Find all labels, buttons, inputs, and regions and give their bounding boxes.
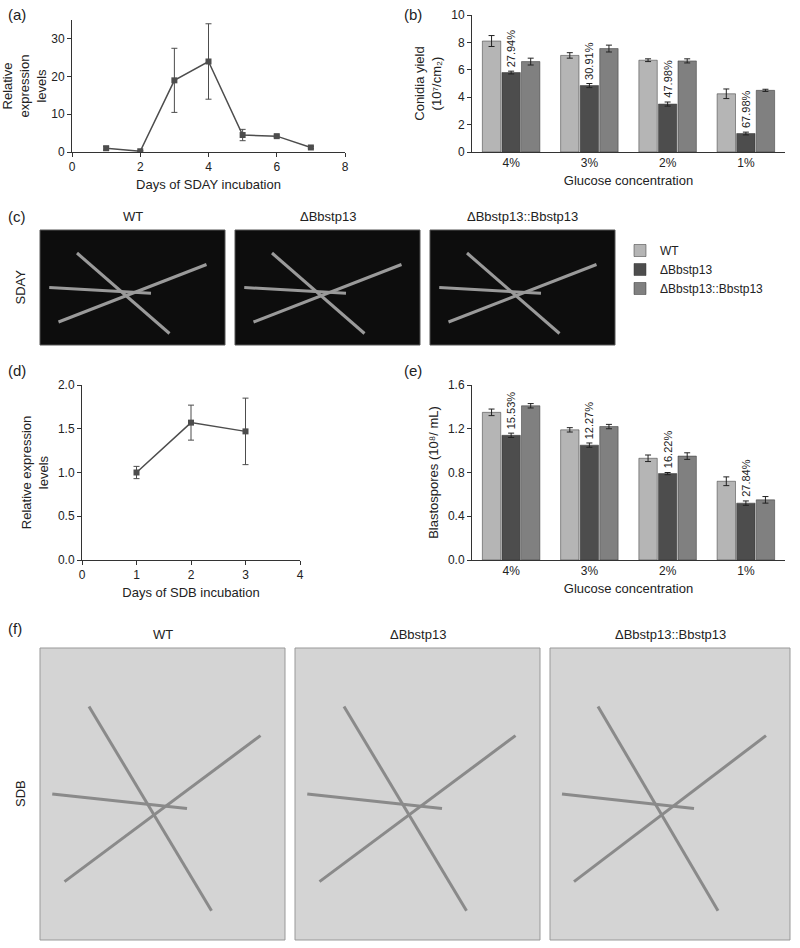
svg-text:3%: 3% — [581, 564, 599, 578]
svg-text:SDAY: SDAY — [13, 270, 28, 305]
svg-text:1%: 1% — [737, 564, 755, 578]
svg-text:ΔBbstp13: ΔBbstp13 — [660, 263, 712, 277]
svg-text:4: 4 — [205, 160, 212, 174]
svg-text:(b): (b) — [404, 6, 422, 23]
svg-text:20: 20 — [51, 70, 65, 84]
svg-text:Conidia yield(10⁷/cm₂): Conidia yield(10⁷/cm₂) — [412, 46, 444, 120]
svg-text:WT: WT — [153, 627, 173, 642]
svg-text:1%: 1% — [737, 156, 755, 170]
svg-text:(c): (c) — [8, 208, 26, 225]
svg-text:1.2: 1.2 — [448, 422, 465, 436]
svg-text:16.22%: 16.22% — [662, 431, 674, 469]
svg-text:0: 0 — [458, 145, 465, 159]
svg-text:ΔBbstp13: ΔBbstp13 — [390, 627, 446, 642]
svg-text:WT: WT — [660, 244, 679, 258]
svg-text:4%: 4% — [502, 564, 520, 578]
svg-text:8: 8 — [342, 160, 349, 174]
svg-text:2: 2 — [458, 118, 465, 132]
svg-text:0: 0 — [79, 568, 86, 582]
svg-text:ΔBbstp13::Bbstp13: ΔBbstp13::Bbstp13 — [660, 282, 763, 296]
svg-text:4: 4 — [297, 568, 304, 582]
svg-text:30: 30 — [51, 32, 65, 46]
svg-text:6: 6 — [273, 160, 280, 174]
svg-text:8: 8 — [458, 36, 465, 50]
svg-text:ΔBbstp13: ΔBbstp13 — [300, 209, 356, 224]
svg-text:10: 10 — [51, 107, 65, 121]
svg-text:0: 0 — [69, 160, 76, 174]
svg-text:47.98%: 47.98% — [662, 60, 674, 98]
svg-text:ΔBbstp13::Bbstp13: ΔBbstp13::Bbstp13 — [615, 627, 726, 642]
svg-text:(e): (e) — [404, 362, 422, 379]
svg-text:Glucose concentration: Glucose concentration — [564, 581, 693, 596]
svg-text:2%: 2% — [659, 156, 677, 170]
svg-text:(d): (d) — [8, 362, 26, 379]
svg-text:2: 2 — [188, 568, 195, 582]
svg-text:2.0: 2.0 — [58, 378, 75, 392]
svg-text:1.6: 1.6 — [448, 378, 465, 392]
svg-text:1.0: 1.0 — [58, 466, 75, 480]
svg-text:ΔBbstp13::Bbstp13: ΔBbstp13::Bbstp13 — [467, 209, 578, 224]
svg-text:4%: 4% — [502, 156, 520, 170]
svg-text:Days of SDAY incubation: Days of SDAY incubation — [136, 177, 281, 192]
svg-text:0.4: 0.4 — [448, 509, 465, 523]
svg-text:(f): (f) — [8, 620, 22, 637]
svg-text:0.5: 0.5 — [58, 509, 75, 523]
svg-text:Relative expressionlevels: Relative expressionlevels — [19, 416, 51, 529]
svg-text:0: 0 — [58, 145, 65, 159]
svg-text:0.0: 0.0 — [58, 553, 75, 567]
svg-text:0.8: 0.8 — [448, 466, 465, 480]
svg-text:6: 6 — [458, 63, 465, 77]
svg-text:(a): (a) — [8, 6, 26, 23]
svg-text:2: 2 — [137, 160, 144, 174]
svg-text:15.53%: 15.53% — [505, 392, 517, 430]
svg-text:SDB: SDB — [13, 780, 28, 807]
svg-text:3: 3 — [242, 568, 249, 582]
svg-text:Blastospores (10⁸/ mL): Blastospores (10⁸/ mL) — [426, 406, 441, 539]
svg-text:27.84%: 27.84% — [740, 459, 752, 497]
svg-text:2%: 2% — [659, 564, 677, 578]
svg-text:67.98%: 67.98% — [740, 90, 752, 128]
svg-text:Days of SDB incubation: Days of SDB incubation — [122, 585, 259, 600]
svg-text:4: 4 — [458, 90, 465, 104]
svg-text:3%: 3% — [581, 156, 599, 170]
svg-text:12.27%: 12.27% — [583, 402, 595, 440]
svg-text:30.91%: 30.91% — [583, 42, 595, 80]
svg-text:1: 1 — [133, 568, 140, 582]
svg-text:10: 10 — [451, 8, 465, 22]
svg-text:1.5: 1.5 — [58, 422, 75, 436]
svg-text:Glucose concentration: Glucose concentration — [564, 173, 693, 188]
svg-text:WT: WT — [123, 209, 143, 224]
svg-text:Relativeexpressionlevels: Relativeexpressionlevels — [0, 55, 49, 118]
svg-text:27.94%: 27.94% — [505, 30, 517, 68]
svg-text:0.0: 0.0 — [448, 553, 465, 567]
